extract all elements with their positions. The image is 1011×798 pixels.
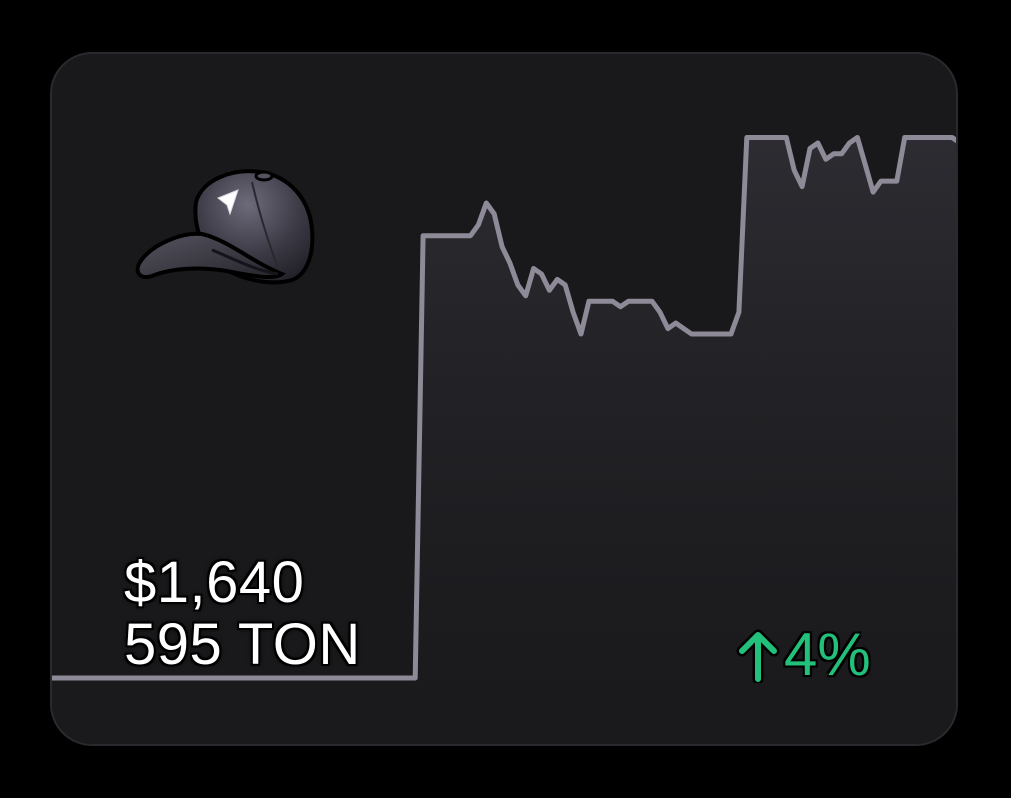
price-ton: 595 TON xyxy=(124,612,361,677)
arrow-up-icon xyxy=(736,629,780,683)
price-change-value: 4% xyxy=(784,621,871,688)
price-block: $1,640 595 TON xyxy=(124,552,361,676)
price-history-chart xyxy=(52,135,956,744)
gift-price-card[interactable]: $1,640 595 TON 4% xyxy=(50,52,958,746)
price-usd: $1,640 xyxy=(124,550,305,615)
price-change: 4% xyxy=(736,622,871,688)
cap-icon xyxy=(135,169,315,285)
chart-price-line xyxy=(52,135,956,681)
chart-area-fill xyxy=(52,137,956,744)
